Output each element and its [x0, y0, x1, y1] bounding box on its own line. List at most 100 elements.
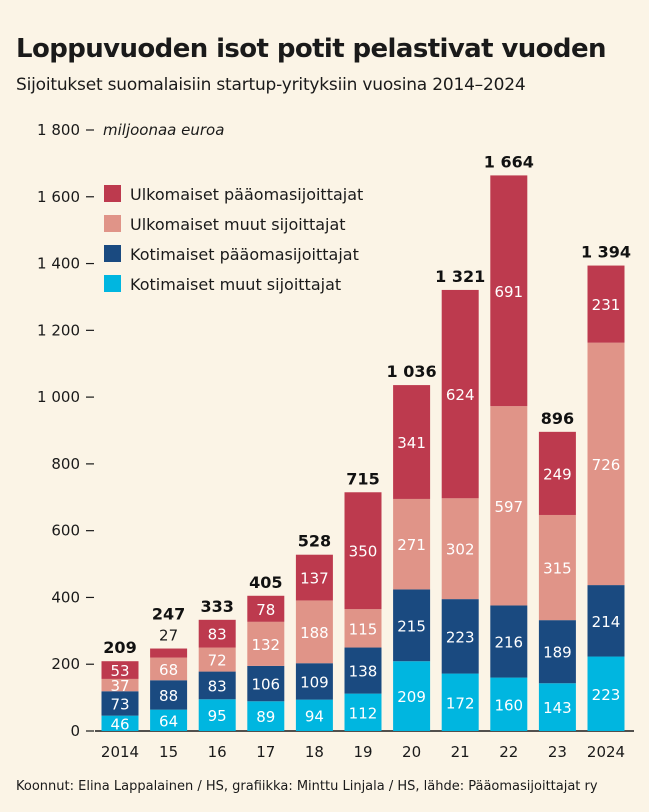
segment-value-label: 37 [110, 677, 129, 695]
bar-segment [150, 657, 188, 681]
total-value-label: 247 [152, 605, 185, 624]
legend-label: Ulkomaiset pääomasijoittajat [130, 185, 363, 204]
total-value-label: 209 [103, 638, 136, 657]
segment-value-label: 72 [208, 652, 227, 670]
segment-value-label: 46 [110, 715, 129, 733]
bar-segment [198, 699, 236, 731]
bar-segment [587, 265, 625, 343]
bar-group: 160 216 597 691 1 664 22 [484, 152, 534, 761]
legend-item: Kotimaiset muut sijoittajat [104, 275, 341, 294]
legend-item: Ulkomaiset muut sijoittajat [104, 215, 346, 234]
y-tick-label: 1 600 [37, 188, 80, 206]
y-tick-label: 1 400 [37, 255, 80, 273]
bar-segment [101, 715, 139, 731]
bar-segment [247, 621, 285, 666]
segment-value-label: 68 [159, 661, 178, 679]
segment-value-label: 341 [397, 434, 426, 452]
bar-segment [198, 647, 236, 672]
segment-value-label: 302 [446, 541, 475, 559]
bar-segment [295, 600, 333, 664]
legend-label: Ulkomaiset muut sijoittajat [130, 215, 346, 234]
bar-segment [538, 431, 576, 515]
bar-segment [295, 554, 333, 601]
segment-value-label: 88 [159, 687, 178, 705]
x-tick-label: 20 [402, 743, 421, 761]
bar-segment [393, 385, 431, 499]
legend-label: Kotimaiset pääomasijoittajat [130, 245, 359, 264]
bar-segment [538, 683, 576, 731]
source-note: Koonnut: Elina Lappalainen / HS, grafiik… [16, 779, 598, 794]
segment-value-label: 143 [543, 699, 572, 717]
total-value-label: 1 664 [484, 152, 534, 171]
bar-segment [101, 678, 139, 692]
y-axis-unit: miljoonaa euroa [103, 121, 224, 139]
bar-segment [344, 647, 382, 694]
segment-value-label: 137 [300, 570, 329, 588]
segment-value-label: 95 [208, 707, 227, 725]
bar-segment [538, 620, 576, 684]
segment-value-label: 53 [110, 662, 129, 680]
segment-value-label: 315 [543, 560, 572, 578]
bar-segment [490, 175, 528, 407]
bar-segment [295, 699, 333, 731]
segment-value-label: 112 [349, 704, 378, 722]
x-tick-label: 2014 [101, 743, 139, 761]
legend-swatch [104, 275, 121, 292]
total-value-label: 528 [298, 532, 331, 551]
segment-value-label: 83 [208, 626, 227, 644]
segment-value-label: 64 [159, 712, 178, 730]
bar-segment [393, 498, 431, 590]
bar-segment [441, 599, 479, 674]
bar-segment [538, 514, 576, 621]
legend-label: Kotimaiset muut sijoittajat [130, 275, 341, 294]
x-tick-label: 23 [548, 743, 567, 761]
bar-segment [150, 648, 188, 658]
bar-segment [150, 709, 188, 731]
bar-segment [344, 693, 382, 731]
legend-item: Ulkomaiset pääomasijoittajat [104, 185, 363, 204]
total-value-label: 1 321 [435, 267, 485, 286]
bar-group: 64 88 68 27 247 15 [150, 605, 188, 761]
segment-value-label: 231 [592, 296, 621, 314]
bar-segment [490, 406, 528, 606]
x-tick-label: 21 [451, 743, 470, 761]
bar-segment [441, 498, 479, 600]
x-tick-label: 16 [208, 743, 227, 761]
segment-value-label: 160 [494, 696, 523, 714]
bar-segment [247, 665, 285, 702]
segment-value-label: 223 [446, 628, 475, 646]
segment-value-label: 138 [349, 663, 378, 681]
bar-segment [344, 609, 382, 648]
bar-group: 209 215 271 341 1 036 20 [387, 362, 437, 761]
total-value-label: 1 036 [387, 362, 437, 381]
bar-segment [441, 673, 479, 731]
x-tick-label: 18 [305, 743, 324, 761]
segment-value-label: 94 [305, 707, 324, 725]
segment-value-label: 624 [446, 386, 475, 404]
bar-segment [198, 619, 236, 648]
segment-value-label: 106 [251, 676, 280, 694]
legend-swatch [104, 185, 121, 202]
chart-subtitle: Sijoitukset suomalaisiin startup-yrityks… [16, 75, 526, 95]
total-value-label: 715 [346, 469, 379, 488]
legend-swatch [104, 215, 121, 232]
segment-value-label: 27 [159, 627, 178, 645]
segment-value-label: 271 [397, 536, 426, 554]
segment-value-label: 78 [256, 601, 275, 619]
total-value-label: 1 394 [581, 243, 631, 262]
segment-value-label: 214 [592, 613, 621, 631]
segment-value-label: 83 [208, 677, 227, 695]
segment-value-label: 215 [397, 617, 426, 635]
y-tick-label: 800 [51, 455, 80, 473]
bar-group: 172 223 302 624 1 321 21 [435, 267, 485, 761]
bar-segment [198, 671, 236, 700]
bar-segment [393, 661, 431, 731]
x-tick-label: 17 [256, 743, 275, 761]
y-tick-label: 400 [51, 588, 80, 606]
bar-segment [295, 663, 333, 700]
bar-group: 112 138 115 350 715 19 [344, 469, 382, 761]
bar-segment [393, 589, 431, 662]
x-tick-label: 15 [159, 743, 178, 761]
bar-group: 95 83 72 83 333 16 [198, 597, 236, 761]
y-tick-label: 200 [51, 655, 80, 673]
